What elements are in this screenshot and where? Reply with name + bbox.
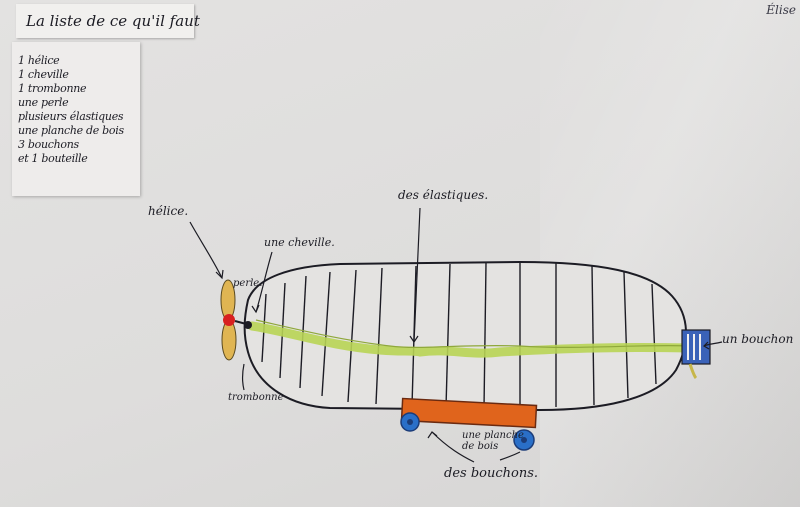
list-title: La liste de ce qu'il faut: [26, 12, 200, 30]
label-peg: une cheville.: [264, 236, 335, 249]
label-rubber-bands: des élastiques.: [398, 188, 489, 202]
label-arrows: [189, 207, 723, 463]
wooden-board: [400, 397, 538, 429]
label-paperclip: trombonne: [228, 392, 284, 403]
list-item: 1 hélice: [18, 54, 60, 67]
list-item: une planche de bois: [18, 124, 124, 137]
list-item: 1 cheville: [18, 68, 69, 81]
label-bead: perle.: [233, 278, 263, 289]
materials-list-card: 1 hélice 1 cheville 1 trombonne une perl…: [12, 42, 140, 196]
bottle-outline: [243, 260, 687, 412]
list-item: et 1 bouteille: [18, 152, 88, 165]
rubber-band-strand: [247, 321, 695, 358]
propeller: [220, 279, 252, 361]
title-slip: La liste de ce qu'il faut: [16, 4, 200, 38]
materials-list: 1 hélice 1 cheville 1 trombonne une perl…: [18, 54, 124, 166]
cork-cap: [681, 329, 711, 380]
list-item: 1 trombonne: [18, 82, 87, 95]
label-propeller: hélice.: [148, 204, 189, 218]
label-board: une planche de bois: [462, 430, 524, 452]
paper-fold: [540, 0, 800, 507]
label-corks: des bouchons.: [444, 466, 538, 481]
list-item: plusieurs élastiques: [18, 110, 124, 123]
label-cork: un bouchon: [722, 332, 794, 346]
list-item: une perle: [18, 96, 69, 109]
signature: Élise: [766, 3, 796, 17]
rubber-band-strand: [255, 319, 691, 349]
list-item: 3 bouchons: [18, 138, 79, 151]
